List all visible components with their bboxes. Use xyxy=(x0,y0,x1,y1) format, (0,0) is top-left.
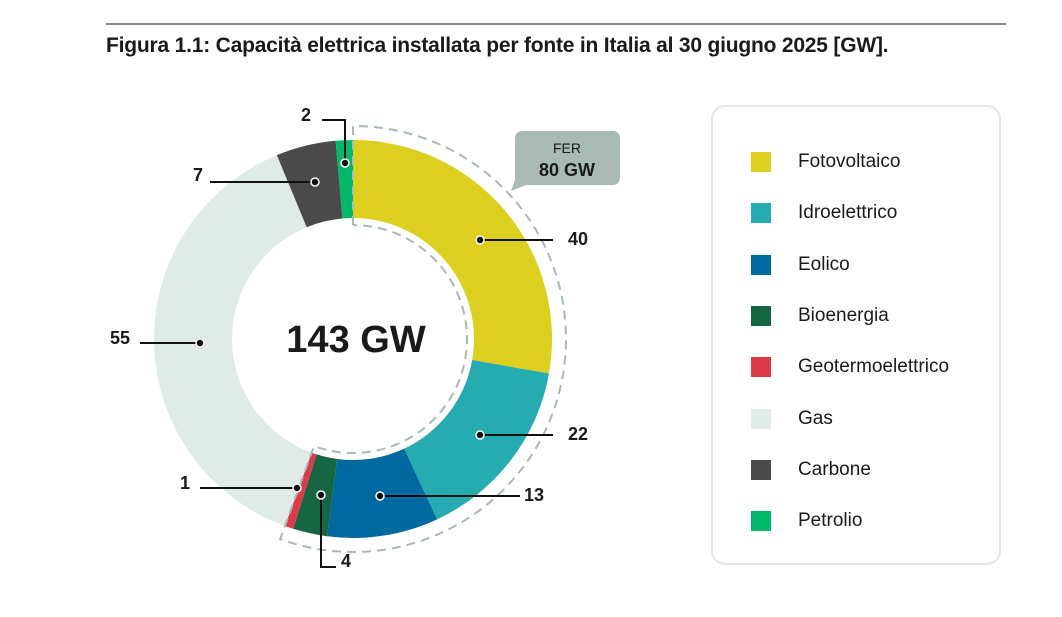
data-label-gas: 55 xyxy=(110,328,205,348)
value-label: 55 xyxy=(110,328,130,348)
value-label: 13 xyxy=(524,485,544,505)
leader-dot xyxy=(292,483,302,493)
value-label: 4 xyxy=(341,551,351,571)
legend-label: Petrolio xyxy=(798,510,863,532)
legend-item-petrolio: Petrolio xyxy=(751,510,863,532)
leader-dot xyxy=(375,491,385,501)
data-label-eolico: 13 xyxy=(375,485,544,505)
legend-label: Gas xyxy=(798,407,833,429)
slice-petrolio xyxy=(335,140,353,219)
legend-label: Idroelettrico xyxy=(798,202,898,224)
legend: Fotovoltaico Idroelettrico Eolico Bioenergi… xyxy=(711,105,1001,565)
fer-bracket xyxy=(278,124,567,553)
fer-value: 80 GW xyxy=(539,160,595,180)
legend-item-fotovoltaico: Fotovoltaico xyxy=(751,151,901,172)
value-label: 7 xyxy=(193,165,203,185)
leader-dot xyxy=(340,158,350,168)
legend-swatch xyxy=(751,408,771,429)
slice-bioenergia xyxy=(293,454,338,537)
leader-dot xyxy=(310,177,320,187)
legend-swatch xyxy=(751,254,771,275)
data-label-fotovoltaico: 40 xyxy=(475,229,588,249)
data-label-idroelettrico: 22 xyxy=(475,424,588,444)
leader-dot xyxy=(195,338,205,348)
chart-title: Figura 1.1: Capacità elettrica installat… xyxy=(106,34,889,57)
legend-item-idroelettrico: Idroelettrico xyxy=(751,202,898,224)
legend-swatch xyxy=(751,511,771,532)
top-rule xyxy=(106,23,1006,25)
fer-callout-box xyxy=(511,131,620,191)
fer-label: FER xyxy=(553,140,581,156)
value-label: 40 xyxy=(568,229,588,249)
leader-dot xyxy=(475,235,485,245)
fer-callout: FER 80 GW xyxy=(511,131,620,191)
legend-item-bioenergia: Bioenergia xyxy=(751,304,889,326)
data-label-bioenergia: 4 xyxy=(316,490,351,571)
legend-label: Carbone xyxy=(798,458,871,480)
slice-gas xyxy=(154,155,312,526)
legend-item-gas: Gas xyxy=(751,407,833,429)
leader-line xyxy=(322,119,346,163)
value-label: 2 xyxy=(301,105,311,125)
legend-swatch xyxy=(751,459,771,480)
legend-label: Geotermoelettrico xyxy=(798,356,950,378)
leader-dot xyxy=(475,430,485,440)
data-label-carbone: 7 xyxy=(193,165,320,187)
legend-label: Bioenergia xyxy=(798,304,889,326)
legend-swatch xyxy=(751,357,771,378)
value-label: 22 xyxy=(568,424,588,444)
slice-carbone xyxy=(276,140,343,228)
leader-line xyxy=(320,495,336,568)
legend-item-carbone: Carbone xyxy=(751,458,871,480)
legend-label: Eolico xyxy=(798,253,850,275)
legend-item-eolico: Eolico xyxy=(751,253,850,275)
value-label: 1 xyxy=(180,473,190,493)
data-label-petrolio: 2 xyxy=(301,105,350,168)
legend-swatch xyxy=(751,152,771,172)
leader-dot xyxy=(316,490,326,500)
legend-label: Fotovoltaico xyxy=(798,151,901,172)
slice-idroelettrico xyxy=(404,360,549,520)
data-label-geotermoelettrico: 1 xyxy=(180,473,302,493)
legend-swatch xyxy=(751,203,771,224)
center-total-label: 143 GW xyxy=(286,319,426,361)
legend-swatch xyxy=(751,305,771,326)
legend-item-geotermoelettrico: Geotermoelettrico xyxy=(751,356,950,378)
slice-fotovoltaico xyxy=(353,140,552,374)
